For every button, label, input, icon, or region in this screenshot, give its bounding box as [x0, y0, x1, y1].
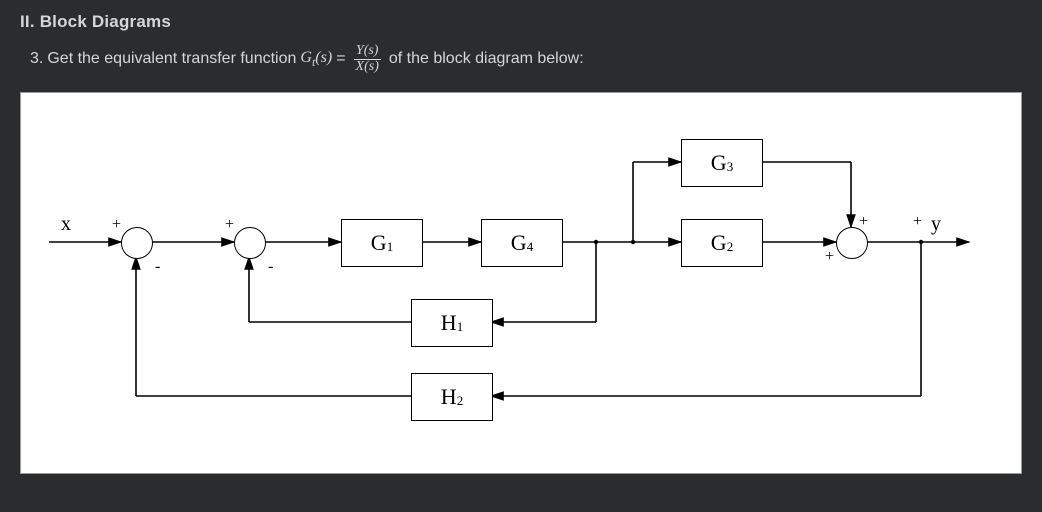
- problem-statement: 3. Get the equivalent transfer function …: [0, 36, 1042, 74]
- block-g4: G4: [481, 219, 563, 267]
- s1-minus: -: [155, 258, 160, 276]
- block-g3: G3: [681, 139, 763, 187]
- output-label: y: [931, 213, 941, 236]
- diagram-wires: [21, 93, 1021, 473]
- diagram-frame: G1 G4 G2 G3 H1 H2 x y + + - + - + +: [20, 92, 1022, 474]
- block-h1: H1: [411, 299, 493, 347]
- block-h2: H2: [411, 373, 493, 421]
- s1-plus: +: [112, 216, 121, 234]
- problem-number: 3.: [30, 50, 43, 68]
- fraction: Y(s) X(s): [354, 44, 381, 74]
- output-plus: +: [913, 213, 922, 231]
- equals: =: [336, 50, 345, 68]
- problem-text-suffix: of the block diagram below:: [389, 50, 584, 68]
- block-g2: G2: [681, 219, 763, 267]
- tf-symbol: Gt(s): [300, 49, 332, 70]
- problem-text-prefix: Get the equivalent transfer function: [47, 50, 296, 68]
- block-g1: G1: [341, 219, 423, 267]
- s3-plus-top: +: [859, 213, 868, 231]
- s2-plus: +: [225, 216, 234, 234]
- s2-minus: -: [268, 258, 273, 276]
- s3-plus-left: +: [825, 248, 834, 266]
- section-title: II. Block Diagrams: [20, 12, 1022, 32]
- input-label: x: [61, 213, 71, 236]
